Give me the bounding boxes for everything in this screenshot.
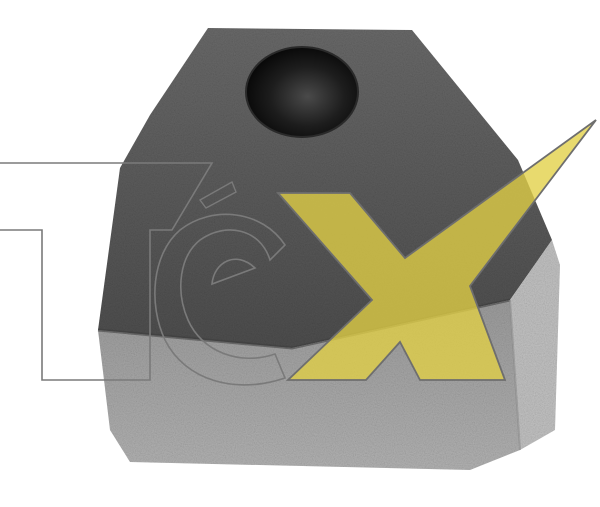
block-hole (246, 47, 358, 137)
block-hole-rim (245, 46, 359, 138)
logo-letter-e (154, 213, 287, 386)
block-side-face (510, 240, 560, 450)
brand-logo-watermark (0, 119, 597, 386)
logo-letter-x (276, 119, 597, 381)
logo-letter-t (0, 162, 214, 381)
block-edge (509, 299, 521, 451)
logo-accent-mark (198, 180, 237, 209)
